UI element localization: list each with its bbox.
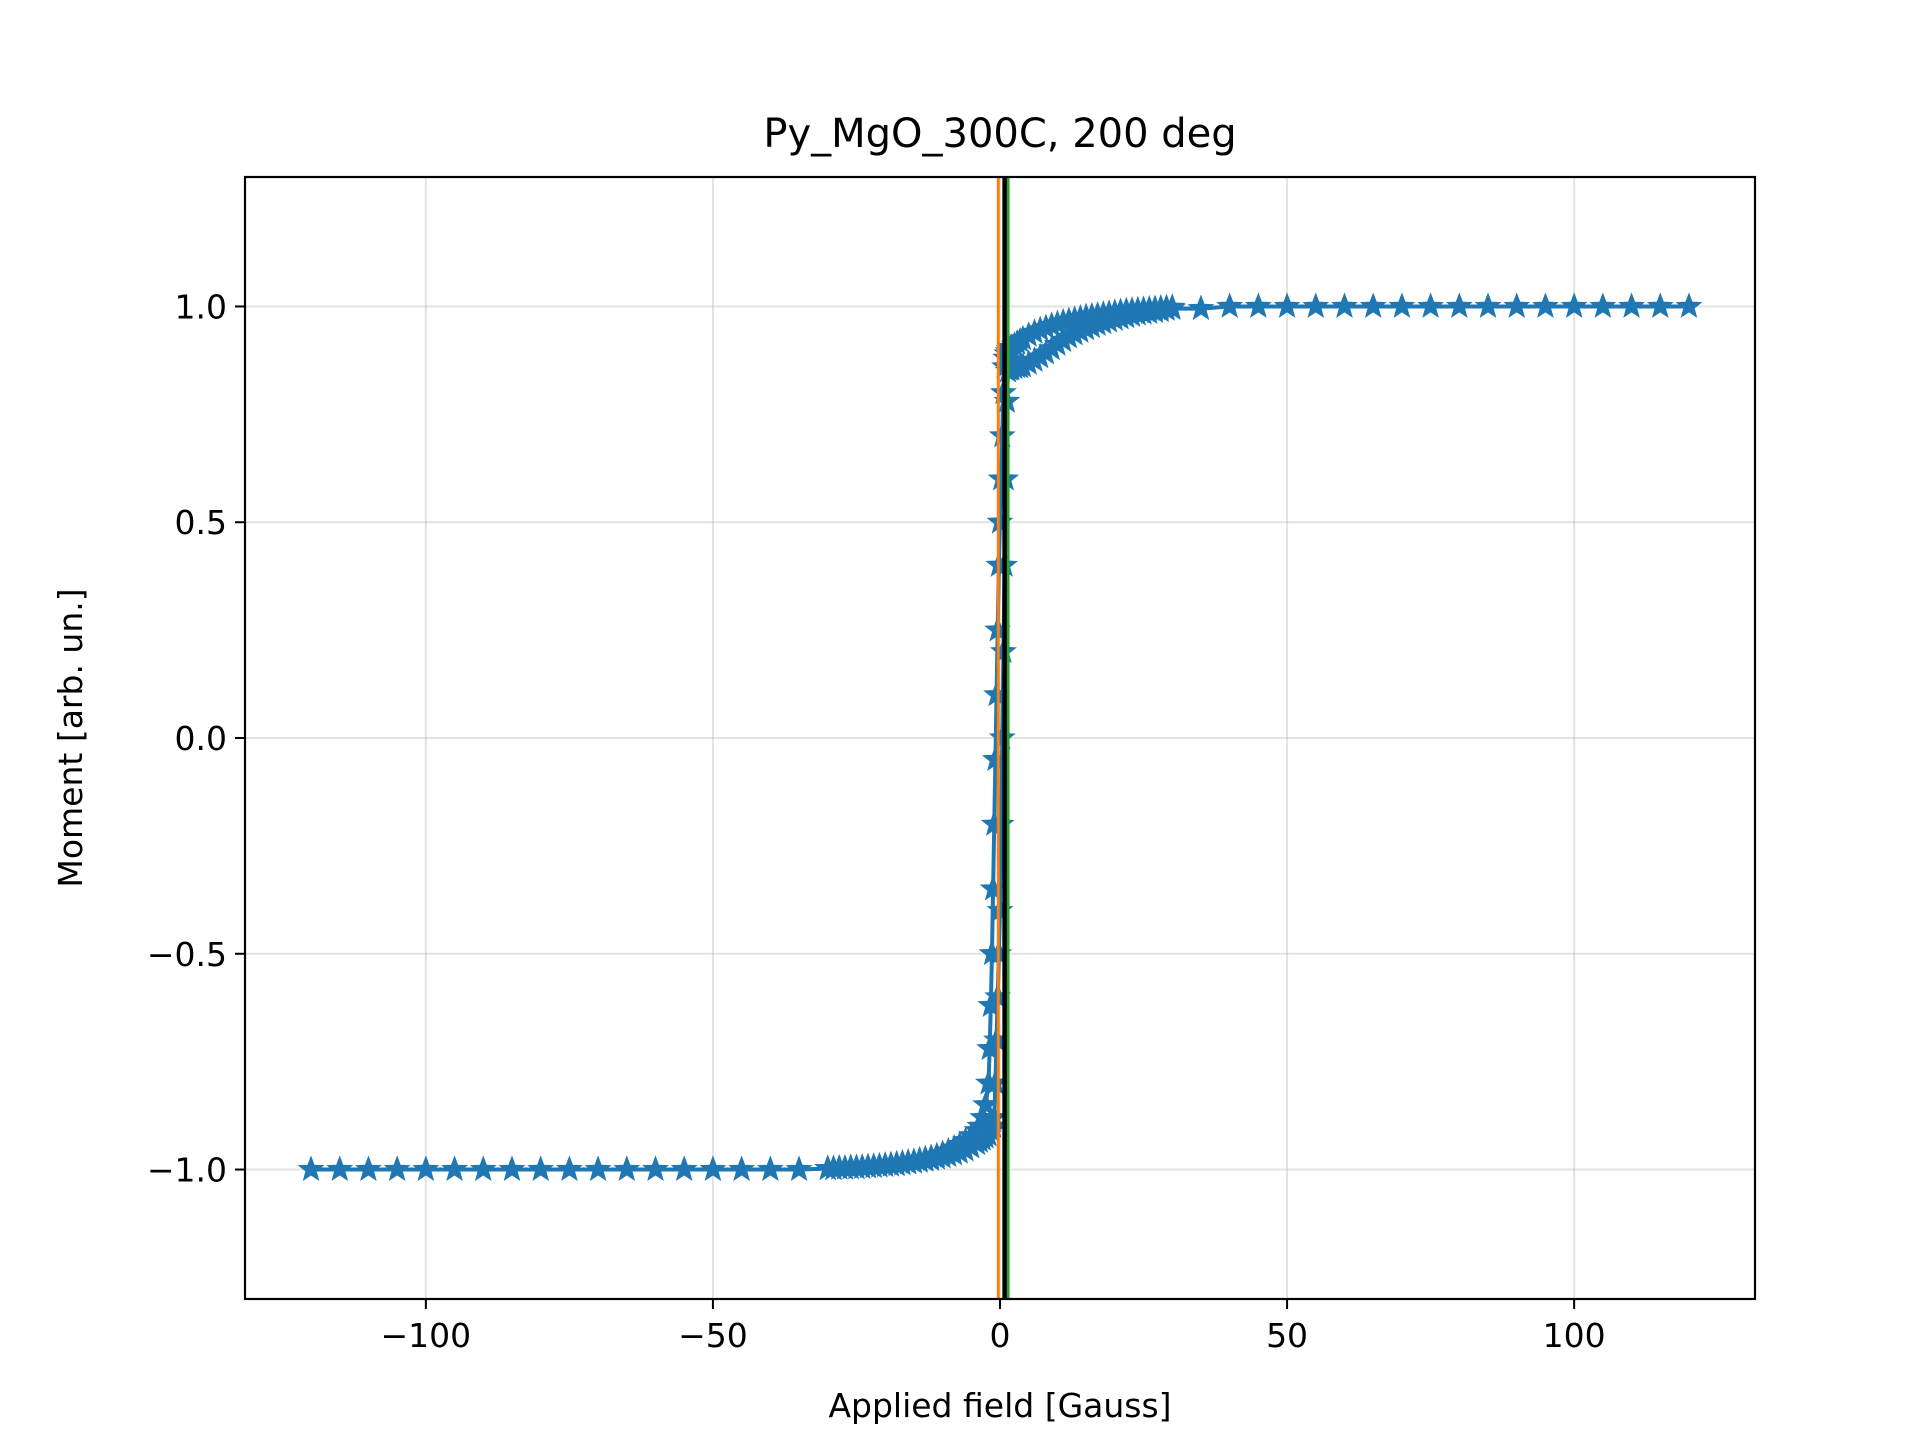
data-point (785, 1155, 813, 1181)
x-tick-label: −50 (678, 1316, 748, 1355)
data-point (1474, 292, 1502, 318)
x-tick-label: −100 (381, 1316, 472, 1355)
y-tick-label: 0.5 (175, 503, 227, 542)
data-point (1359, 292, 1387, 318)
x-tick-label: 100 (1543, 1316, 1606, 1355)
data-point (987, 464, 1015, 491)
y-axis-ticks: −1.0 −0.5 0.0 0.5 1.0 (147, 287, 245, 1190)
x-tick-label: 50 (1266, 1316, 1308, 1355)
y-axis-label: Moment [arb. un.] (51, 588, 90, 887)
y-tick-label: −0.5 (147, 935, 227, 974)
data-point (1618, 292, 1646, 318)
vertical-lines (996, 177, 1010, 1299)
data-point (1244, 292, 1272, 318)
data-point (297, 1155, 325, 1181)
data-point (978, 939, 1006, 966)
x-tick-label: 0 (990, 1316, 1011, 1355)
data-point (1646, 292, 1674, 318)
data-point (1589, 292, 1617, 318)
data-point (1560, 292, 1588, 318)
y-tick-label: 0.0 (175, 719, 227, 758)
data-point (1216, 292, 1244, 318)
x-axis-label: Applied field [Gauss] (828, 1386, 1171, 1425)
y-tick-label: −1.0 (147, 1151, 227, 1190)
data-point (979, 874, 1007, 901)
data-point (699, 1155, 727, 1181)
data-point (326, 1155, 354, 1181)
data-layer (297, 292, 1703, 1181)
data-point (1675, 292, 1703, 318)
data-point (1331, 292, 1358, 318)
data-point (642, 1155, 669, 1181)
data-point (1273, 292, 1301, 318)
data-point (1417, 292, 1445, 318)
x-axis-ticks: −100 −50 0 50 100 (381, 1299, 1606, 1355)
data-point (383, 1155, 411, 1181)
data-point (469, 1155, 497, 1181)
data-point (1388, 292, 1416, 318)
plot-area (297, 177, 1703, 1299)
data-point (412, 1155, 440, 1181)
data-point (988, 723, 1016, 750)
data-point (756, 1155, 784, 1181)
data-point (1531, 292, 1559, 318)
data-point (613, 1155, 641, 1181)
data-point (1445, 292, 1473, 318)
data-point (498, 1155, 526, 1181)
data-point (670, 1155, 698, 1181)
y-tick-label: 1.0 (175, 287, 227, 326)
data-point (1302, 292, 1330, 318)
data-point (555, 1155, 583, 1181)
data-point (1503, 292, 1531, 318)
data-point (527, 1155, 555, 1181)
data-point (988, 421, 1016, 448)
data-point (1158, 293, 1186, 319)
data-point (354, 1155, 382, 1181)
data-point (1187, 294, 1215, 321)
data-point (584, 1155, 612, 1181)
data-point (972, 1090, 1000, 1117)
data-point (728, 1155, 756, 1181)
chart-title: Py_MgO_300C, 200 deg (763, 111, 1236, 157)
data-point (441, 1155, 469, 1181)
